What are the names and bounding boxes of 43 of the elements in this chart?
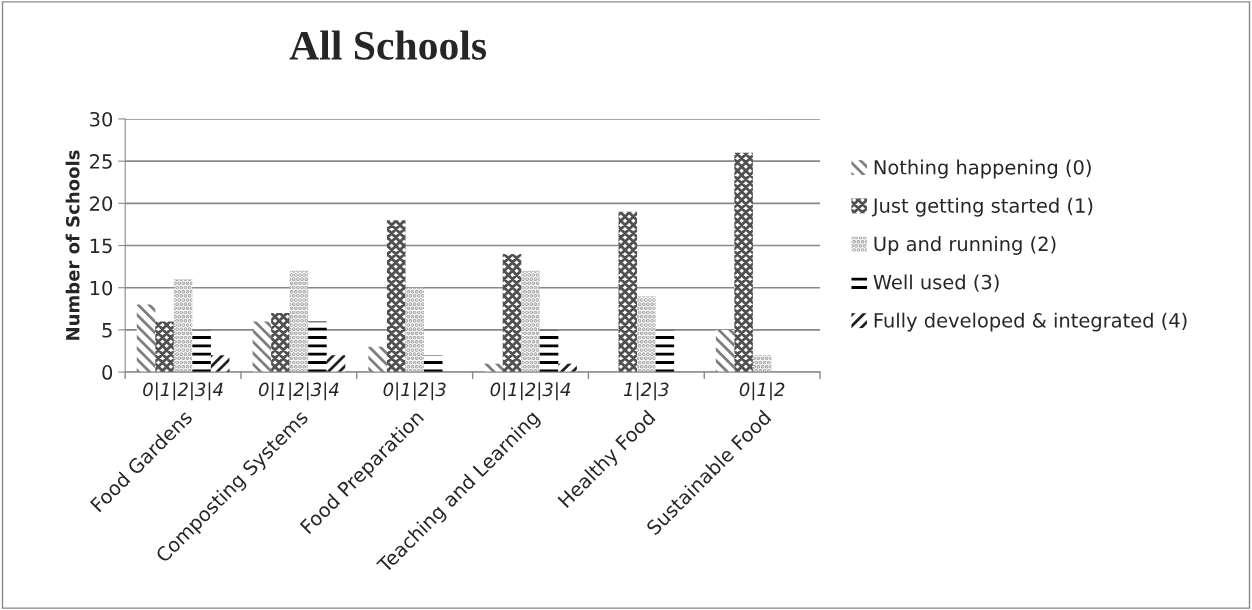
- bar: [386, 220, 406, 373]
- y-tick-label: 20: [90, 196, 113, 211]
- bar: [210, 355, 230, 373]
- bar: [655, 329, 675, 373]
- bar: [308, 321, 327, 373]
- text: 0|1|2: [739, 382, 785, 401]
- bar: [405, 287, 424, 373]
- bar: [752, 355, 772, 373]
- bar: [173, 279, 193, 373]
- bar: [289, 270, 309, 373]
- bar: [637, 296, 656, 373]
- y-tick-label: 0: [102, 365, 113, 380]
- bar: [502, 253, 522, 373]
- y-tick-label: 10: [90, 280, 113, 296]
- y-tick-label: 15: [90, 238, 112, 254]
- text: 0|1|2|3: [383, 382, 446, 401]
- legend-label: Fully developed & integrated (4): [874, 312, 1187, 332]
- chart-title: All Schools: [289, 30, 487, 60]
- text: 1|2|3: [623, 382, 669, 401]
- y-axis-title: Number of Schools: [65, 150, 80, 340]
- legend-label: Nothing happening (0): [874, 159, 1091, 179]
- bar: [423, 355, 443, 373]
- bar: [521, 270, 540, 373]
- bar: [715, 329, 735, 373]
- bar: [271, 313, 290, 373]
- text: 0|1|2|3|4: [143, 382, 223, 401]
- text: 0|1|2|3|4: [258, 382, 339, 401]
- bar: [734, 152, 753, 373]
- bar: [618, 211, 638, 373]
- bar: [368, 346, 387, 373]
- bar: [155, 321, 174, 373]
- legend-label: Just getting started (1): [871, 197, 1093, 217]
- legend-label: Well used (3): [873, 274, 999, 292]
- y-tick-label: 25: [90, 154, 112, 169]
- y-tick-label: 5: [102, 323, 112, 338]
- bar: [539, 329, 559, 373]
- text: 0|1|2|3|4: [490, 382, 571, 401]
- legend-label: Up and running (2): [874, 236, 1056, 255]
- bar: [326, 355, 346, 373]
- bar: [252, 321, 272, 373]
- y-tick-label: 30: [90, 111, 113, 127]
- bar: [192, 329, 211, 373]
- bar: [136, 304, 156, 373]
